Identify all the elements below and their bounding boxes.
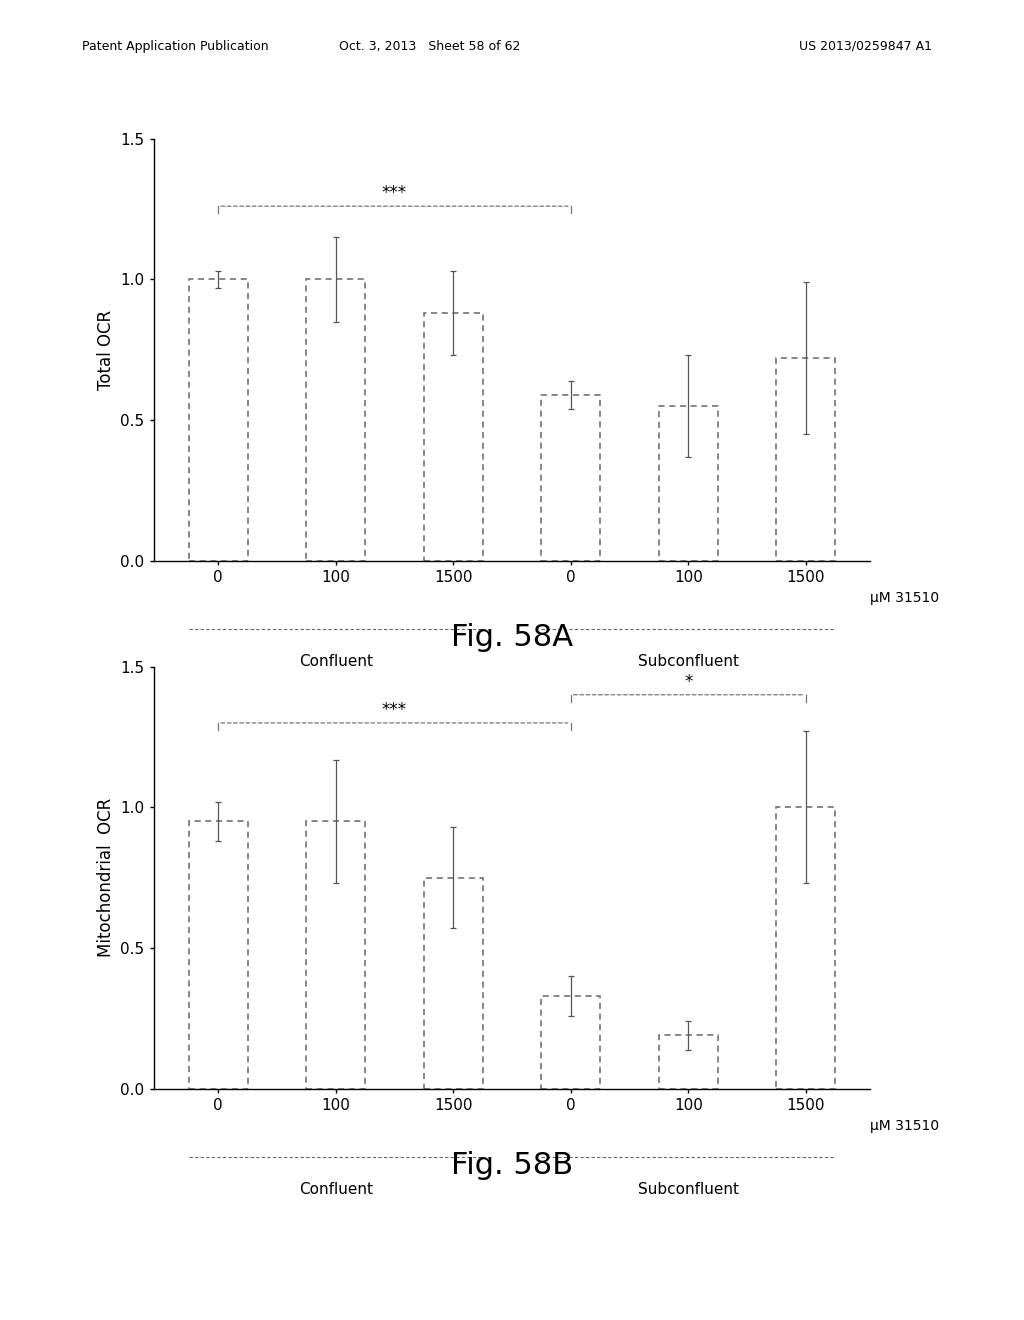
Bar bbox=[542, 997, 600, 1089]
Bar bbox=[542, 395, 600, 561]
Text: Oct. 3, 2013   Sheet 58 of 62: Oct. 3, 2013 Sheet 58 of 62 bbox=[339, 40, 521, 53]
Text: Fig. 58A: Fig. 58A bbox=[451, 623, 573, 652]
Bar bbox=[188, 821, 248, 1089]
Text: Patent Application Publication: Patent Application Publication bbox=[82, 40, 268, 53]
Text: *: * bbox=[684, 672, 692, 690]
Text: ***: *** bbox=[382, 701, 408, 718]
Text: Subconfluent: Subconfluent bbox=[638, 653, 738, 669]
Bar bbox=[776, 808, 836, 1089]
Text: μM 31510: μM 31510 bbox=[870, 590, 940, 605]
Bar bbox=[306, 821, 366, 1089]
Text: Fig. 58B: Fig. 58B bbox=[451, 1151, 573, 1180]
Y-axis label: Mitochondrial  OCR: Mitochondrial OCR bbox=[97, 799, 115, 957]
Bar bbox=[188, 280, 248, 561]
Bar bbox=[306, 280, 366, 561]
Bar bbox=[658, 407, 718, 561]
Text: Confluent: Confluent bbox=[299, 1181, 373, 1197]
Bar bbox=[424, 313, 482, 561]
Bar bbox=[776, 358, 836, 561]
Text: Subconfluent: Subconfluent bbox=[638, 1181, 738, 1197]
Text: ***: *** bbox=[382, 183, 408, 202]
Text: Confluent: Confluent bbox=[299, 653, 373, 669]
Text: US 2013/0259847 A1: US 2013/0259847 A1 bbox=[799, 40, 932, 53]
Text: μM 31510: μM 31510 bbox=[870, 1118, 940, 1133]
Bar bbox=[424, 878, 482, 1089]
Y-axis label: Total OCR: Total OCR bbox=[97, 310, 115, 389]
Bar bbox=[658, 1035, 718, 1089]
